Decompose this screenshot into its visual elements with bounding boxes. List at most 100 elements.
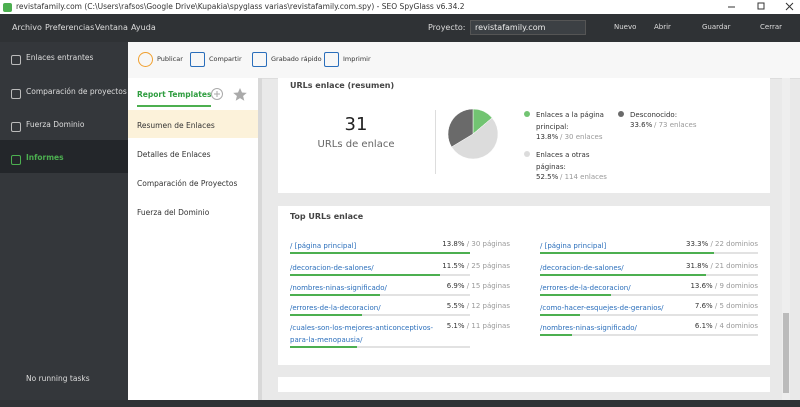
url-stats: 5.1% / 11 páginas [420,322,510,330]
legend-swatch [618,111,624,117]
toolbar-icon [190,52,205,67]
bar-track [540,252,758,254]
url-percent: 13.8% [442,240,465,248]
bar-track [290,314,470,316]
url-bar [540,334,572,336]
action-button[interactable]: Nuevo [614,23,637,31]
url-stats: 6.1% / 4 dominios [668,322,758,330]
legend-percent: 33.6% [630,121,653,129]
legend-swatch [524,111,530,117]
toolbar-button[interactable]: Compartir [209,55,242,63]
bar-track [290,294,470,296]
project-select[interactable]: revistafamily.com [470,20,586,35]
url-count: / 9 dominios [714,282,758,290]
template-item[interactable]: Fuerza del Dominio [137,208,210,217]
template-tab[interactable]: Report Templates [137,90,212,107]
action-button[interactable]: Cerrar [760,23,782,31]
bar-track [290,346,470,348]
toolbar-button[interactable]: Publicar [157,55,183,63]
url-count: / 25 páginas [466,262,510,270]
nav-selected-bg [0,140,128,173]
total-count: 31 [344,114,368,135]
legend-name: Enlaces a la página principal: [536,111,604,131]
url-stats: 6.9% / 15 páginas [420,282,510,290]
url-link[interactable]: /errores-de-la-decoracion/ [540,284,631,292]
menu-item[interactable]: Preferencias [45,23,95,32]
nav-icon [11,122,21,132]
splitter[interactable] [258,78,262,400]
url-link[interactable]: / [página principal] [540,242,607,250]
template-item[interactable]: Detalles de Enlaces [137,150,211,159]
url-bar [540,274,707,276]
toolbar-icon [324,52,339,67]
sidebar: Enlaces entrantes Comparación de proyecto… [0,42,128,400]
url-count: / 12 páginas [466,302,510,310]
url-count: / 11 páginas [466,322,510,330]
bar-track [540,314,758,316]
url-percent: 31.8% [685,262,709,270]
app-icon [3,3,12,12]
url-link[interactable]: /decoracion-de-salones/ [540,264,624,272]
window-title: revistafamily.com (C:\Users\rafsos\Googl… [16,2,465,11]
nav-item[interactable]: Enlaces entrantes [26,53,94,62]
project-label: Proyecto: [428,23,466,32]
menu-item[interactable]: Ventana [95,23,128,32]
next-card [278,377,770,392]
template-panel: Report Templates Resumen de Enlaces Detal… [128,78,258,400]
url-stats: 31.8% / 21 dominios [668,262,758,270]
template-item[interactable]: Resumen de Enlaces [137,121,215,130]
bar-track [290,274,470,276]
scrollbar[interactable] [782,78,790,400]
url-link[interactable]: /nombres-ninas-significado/ [290,284,387,292]
window-controls[interactable] [720,0,800,14]
url-percent: 13.6% [690,282,713,290]
status-bar [0,400,800,407]
pie-slice [451,117,499,160]
legend-count: / 73 enlaces [654,121,697,129]
legend-percent: 13.8% [536,133,559,141]
url-stats: 11.5% / 25 páginas [420,262,510,270]
legend-swatch [524,151,530,157]
template-selected-bg [128,110,258,138]
url-bar [290,252,470,254]
separator [435,110,436,174]
url-link[interactable]: /cuales-son-los-mejores-anticonceptivos-… [290,324,434,344]
pie-chart [447,108,499,160]
url-count: / 22 dominios [710,240,758,248]
menu-item[interactable]: Ayuda [131,23,156,32]
legend-name: Enlaces a otras páginas: [536,151,590,171]
url-link[interactable]: /nombres-ninas-significado/ [540,324,637,332]
bar-track [540,294,758,296]
url-percent: 33.3% [685,240,709,248]
url-link[interactable]: / [página principal] [290,242,357,250]
url-link[interactable]: /decoracion-de-salones/ [290,264,374,272]
url-count: / 15 páginas [466,282,510,290]
pie-slice [447,108,474,148]
nav-item[interactable]: Informes [26,153,64,162]
template-item[interactable]: Comparación de Proyectos [137,179,238,188]
url-link[interactable]: /como-hacer-esquejes-de-geranios/ [540,304,664,312]
toolbar-button[interactable]: Imprimir [343,55,371,63]
url-link[interactable]: /errores-de-la-decoracion/ [290,304,381,312]
top-urls-card: Top URLs enlace / [página principal] 13.8… [278,206,770,365]
tab-icons[interactable] [210,87,250,101]
url-percent: 6.9% [446,282,465,290]
url-count: / 21 dominios [710,262,758,270]
action-button[interactable]: Abrir [654,23,671,31]
url-bar [290,346,357,348]
url-bar [540,252,715,254]
title-bar: revistafamily.com (C:\Users\rafsos\Googl… [0,0,800,14]
nav-icon [11,89,21,99]
nav-item[interactable]: Fuerza Dominio [26,120,85,129]
url-percent: 6.1% [694,322,713,330]
url-stats: 33.3% / 22 dominios [668,240,758,248]
url-percent: 7.6% [694,302,713,310]
summary-card: URLs enlace (resumen) 31 URLs de enlace … [278,78,770,193]
url-bar [290,314,362,316]
action-button[interactable]: Guardar [702,23,731,31]
total-label: URLs de enlace [317,139,395,150]
menu-item[interactable]: Archivo [12,23,42,32]
nav-item[interactable]: Comparación de proyectos [26,87,127,96]
toolbar-button[interactable]: Grabado rápido [271,55,322,63]
